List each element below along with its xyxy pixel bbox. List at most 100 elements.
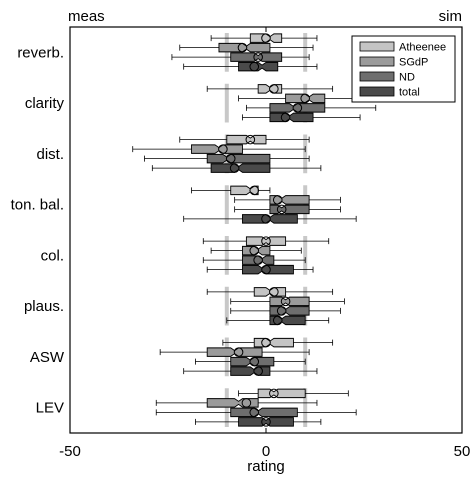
box-body <box>206 153 271 164</box>
box-3-1 <box>179 134 310 145</box>
box-body <box>242 245 271 256</box>
mean-marker <box>249 61 260 72</box>
mean-marker <box>269 84 279 94</box>
box-3-3 <box>144 153 310 164</box>
box-6-3 <box>230 306 341 316</box>
x-tick-label-3: 50 <box>454 443 471 460</box>
box-4-3 <box>234 204 341 215</box>
box-6-4 <box>226 315 330 326</box>
box-body <box>245 236 287 246</box>
mean-marker <box>280 112 291 123</box>
mean-marker <box>276 204 287 215</box>
box-7-1 <box>222 337 334 348</box>
category-label-5: col. <box>41 247 64 264</box>
box-8-3 <box>155 407 357 418</box>
box-body <box>206 398 259 408</box>
mean-marker <box>292 103 303 113</box>
box-body <box>269 315 306 326</box>
box-body <box>269 195 310 205</box>
box-5-1 <box>202 236 330 246</box>
mean-marker <box>249 245 260 256</box>
box-body <box>230 185 259 196</box>
mean-marker <box>233 347 244 357</box>
box-body <box>269 204 310 215</box>
box-body <box>242 255 275 265</box>
legend-swatch-1 <box>359 41 395 52</box>
mean-marker <box>249 407 260 418</box>
box-body <box>269 103 326 113</box>
mean-marker <box>253 366 263 376</box>
legend-swatch-3 <box>359 71 395 82</box>
mean-marker <box>261 264 271 275</box>
box-7-4 <box>183 366 318 376</box>
box-body <box>242 264 294 275</box>
box-body <box>191 144 243 154</box>
mean-marker <box>249 185 260 196</box>
box-3-4 <box>151 163 322 173</box>
sim-label: sim <box>439 8 462 25</box>
mean-marker <box>245 134 256 145</box>
mean-marker <box>272 315 283 326</box>
box-1-4 <box>183 61 318 72</box>
box-5-4 <box>206 264 314 275</box>
mean-marker <box>241 398 252 408</box>
box-8-4 <box>195 417 322 427</box>
category-label-4: ton. bal. <box>11 197 64 214</box>
box-4-2 <box>234 195 341 205</box>
mean-marker <box>272 195 283 205</box>
box-8-1 <box>238 388 349 399</box>
box-body <box>269 112 314 123</box>
mean-marker <box>249 356 260 367</box>
mean-marker <box>261 214 271 224</box>
box-body <box>230 407 298 418</box>
legend-label-1: Atheenee <box>399 42 446 54</box>
x-tick-label-1: -50 <box>59 443 81 460</box>
category-label-3: dist. <box>36 146 64 163</box>
box-6-2 <box>230 296 345 307</box>
box-4-4 <box>183 214 357 224</box>
legend-swatch-2 <box>359 56 395 67</box>
legend-label-4: total <box>399 87 420 99</box>
x-axis-label: rating <box>247 458 285 475</box>
mean-marker <box>229 163 240 173</box>
box-1-1 <box>210 33 318 43</box>
x-tick-label-2: 0 <box>262 443 270 460</box>
box-4-1 <box>191 185 271 196</box>
mean-marker <box>225 153 236 164</box>
mean-marker <box>269 388 279 399</box>
mean-marker <box>261 337 271 348</box>
box-7-3 <box>195 356 306 367</box>
mean-marker <box>253 255 263 265</box>
category-label-6: plaus. <box>24 298 64 315</box>
box-6-1 <box>206 287 334 297</box>
category-label-8: LEV <box>36 400 64 417</box>
mean-marker <box>261 236 271 246</box>
box-body <box>230 356 275 367</box>
box-2-3 <box>245 103 377 113</box>
box-2-2 <box>238 93 369 104</box>
box-2-1 <box>206 84 334 94</box>
box-7-2 <box>159 347 310 357</box>
box-body <box>230 52 283 62</box>
box-body <box>230 366 271 376</box>
box-2-4 <box>242 112 361 123</box>
box-5-3 <box>202 255 306 265</box>
legend-swatch-4 <box>359 86 395 97</box>
legend-label-3: ND <box>399 72 415 84</box>
box-body <box>238 417 294 427</box>
box-body <box>210 163 271 173</box>
meas-label: meas <box>68 8 105 25</box>
mean-marker <box>280 296 291 307</box>
mean-marker <box>218 144 228 154</box>
mean-marker <box>261 33 271 43</box>
box-3-2 <box>132 144 306 154</box>
box-body <box>253 337 294 348</box>
box-5-2 <box>210 245 302 256</box>
mean-marker <box>253 52 263 62</box>
box-body <box>257 388 306 399</box>
mean-marker <box>300 93 311 104</box>
box-body <box>285 93 326 104</box>
mean-marker <box>261 417 271 427</box>
mean-marker <box>237 42 248 53</box>
